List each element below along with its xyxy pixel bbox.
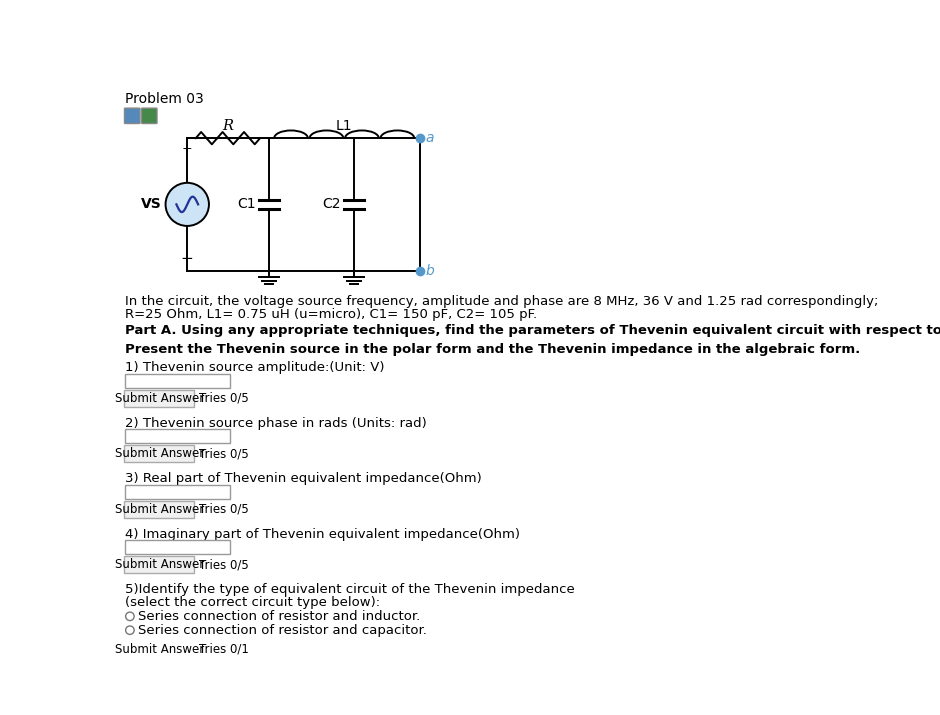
- Text: Submit Answer: Submit Answer: [115, 558, 204, 571]
- Text: 5)Identify the type of equivalent circuit of the Thevenin impedance: 5)Identify the type of equivalent circui…: [125, 583, 575, 596]
- Bar: [125, 485, 230, 498]
- Text: Tries 0/5: Tries 0/5: [199, 503, 248, 516]
- Text: 3) Real part of Thevenin equivalent impedance(Ohm): 3) Real part of Thevenin equivalent impe…: [125, 473, 482, 485]
- Text: 1) Thevenin source amplitude:(Unit: V): 1) Thevenin source amplitude:(Unit: V): [125, 362, 384, 375]
- Text: Tries 0/1: Tries 0/1: [199, 643, 249, 656]
- Text: VS: VS: [141, 197, 162, 212]
- Bar: [125, 374, 230, 388]
- Text: Submit Answer: Submit Answer: [115, 448, 204, 460]
- Text: −: −: [180, 251, 193, 266]
- Text: Problem 03: Problem 03: [125, 92, 204, 106]
- Text: C1: C1: [237, 197, 256, 212]
- Text: Tries 0/5: Tries 0/5: [199, 392, 248, 405]
- FancyBboxPatch shape: [124, 390, 195, 407]
- Text: +: +: [181, 142, 192, 155]
- Text: Submit Answer: Submit Answer: [115, 392, 204, 405]
- FancyBboxPatch shape: [124, 500, 195, 518]
- Bar: [125, 429, 230, 443]
- Text: Part A. Using any appropriate techniques, find the parameters of Thevenin equiva: Part A. Using any appropriate techniques…: [125, 325, 940, 337]
- Text: b: b: [425, 264, 434, 277]
- Circle shape: [165, 183, 209, 226]
- FancyBboxPatch shape: [142, 108, 157, 124]
- Text: Series connection of resistor and inductor.: Series connection of resistor and induct…: [138, 610, 421, 623]
- FancyBboxPatch shape: [124, 445, 195, 463]
- FancyBboxPatch shape: [124, 108, 140, 124]
- Text: 2) Thevenin source phase in rads (Units: rad): 2) Thevenin source phase in rads (Units:…: [125, 417, 427, 430]
- Text: a: a: [425, 131, 433, 145]
- Text: Series connection of resistor and capacitor.: Series connection of resistor and capaci…: [138, 623, 428, 636]
- Text: C2: C2: [322, 197, 340, 212]
- Text: (select the correct circuit type below):: (select the correct circuit type below):: [125, 596, 381, 608]
- Text: 4) Imaginary part of Thevenin equivalent impedance(Ohm): 4) Imaginary part of Thevenin equivalent…: [125, 528, 520, 541]
- Text: R: R: [223, 119, 233, 133]
- Text: Tries 0/5: Tries 0/5: [199, 558, 248, 571]
- FancyBboxPatch shape: [124, 641, 195, 658]
- Text: Present the Thevenin source in the polar form and the Thevenin impedance in the : Present the Thevenin source in the polar…: [125, 343, 860, 356]
- Text: In the circuit, the voltage source frequency, amplitude and phase are 8 MHz, 36 : In the circuit, the voltage source frequ…: [125, 295, 879, 308]
- FancyBboxPatch shape: [124, 556, 195, 573]
- Text: Tries 0/5: Tries 0/5: [199, 448, 248, 460]
- Text: Submit Answer: Submit Answer: [115, 503, 204, 516]
- Bar: [125, 540, 230, 554]
- Text: Submit Answer: Submit Answer: [115, 643, 204, 656]
- Text: L1: L1: [336, 119, 352, 133]
- Text: R=25 Ohm, L1= 0.75 uH (u=micro), C1= 150 pF, C2= 105 pF.: R=25 Ohm, L1= 0.75 uH (u=micro), C1= 150…: [125, 307, 538, 320]
